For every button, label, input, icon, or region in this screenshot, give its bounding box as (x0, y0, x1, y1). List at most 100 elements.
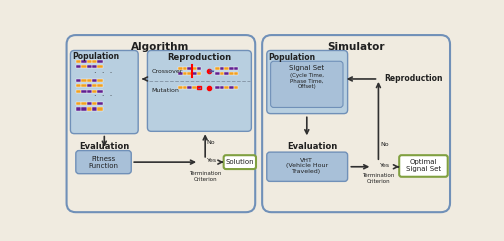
Bar (234, 72, 238, 75)
FancyBboxPatch shape (271, 61, 343, 107)
Text: Termination
Criterion: Termination Criterion (189, 171, 221, 182)
Bar (87, 60, 92, 63)
Bar (215, 72, 220, 75)
Bar (92, 60, 97, 63)
Text: Population: Population (72, 52, 119, 61)
Bar (224, 72, 229, 75)
Bar (187, 72, 192, 75)
FancyBboxPatch shape (76, 151, 131, 174)
Bar (87, 90, 92, 93)
Text: Population: Population (268, 53, 316, 62)
Bar (97, 65, 103, 68)
Bar (220, 72, 224, 75)
Bar (76, 60, 81, 63)
FancyBboxPatch shape (262, 35, 450, 212)
Bar (215, 86, 220, 89)
Bar (87, 79, 92, 82)
Bar (229, 72, 234, 75)
Bar (224, 67, 229, 70)
Bar (192, 86, 197, 89)
FancyBboxPatch shape (148, 50, 251, 131)
Bar (178, 86, 183, 89)
FancyBboxPatch shape (71, 50, 138, 134)
Bar (87, 107, 92, 111)
Bar (81, 107, 87, 111)
Bar (197, 86, 201, 89)
Bar (76, 84, 81, 87)
Text: Evaluation: Evaluation (79, 142, 130, 151)
Bar (229, 86, 234, 89)
Text: Yes: Yes (207, 158, 217, 163)
Bar (178, 72, 183, 75)
Text: (Cycle Time,
Phase Time,
Offset): (Cycle Time, Phase Time, Offset) (290, 73, 324, 89)
Bar (197, 86, 201, 89)
Bar (76, 90, 81, 93)
Bar (215, 67, 220, 70)
Bar (220, 86, 224, 89)
Bar (76, 107, 81, 111)
Bar (81, 60, 87, 63)
Bar (97, 60, 103, 63)
FancyBboxPatch shape (267, 50, 348, 114)
FancyBboxPatch shape (267, 152, 348, 181)
Bar (92, 90, 97, 93)
Bar (183, 67, 187, 70)
Text: Crossover: Crossover (151, 69, 182, 74)
Bar (183, 72, 187, 75)
Bar (97, 107, 103, 111)
Bar (87, 84, 92, 87)
Bar (87, 102, 92, 105)
Text: Evaluation: Evaluation (288, 142, 338, 151)
Text: VHT
(Vehicle Hour
Traveled): VHT (Vehicle Hour Traveled) (286, 158, 328, 174)
Bar (192, 72, 197, 75)
Bar (234, 86, 238, 89)
Bar (76, 65, 81, 68)
Text: Yes: Yes (380, 163, 390, 168)
Bar (220, 67, 224, 70)
Text: Solution: Solution (225, 159, 254, 165)
FancyBboxPatch shape (399, 155, 448, 177)
Text: Algorithm: Algorithm (132, 42, 190, 52)
Text: Signal Set: Signal Set (289, 65, 325, 71)
Text: Reproduction: Reproduction (167, 53, 231, 62)
Bar (76, 79, 81, 82)
Bar (92, 102, 97, 105)
Bar (187, 86, 192, 89)
Bar (229, 67, 234, 70)
Text: No: No (207, 140, 215, 145)
Bar (81, 102, 87, 105)
Text: Fitness
Function: Fitness Function (89, 156, 118, 169)
Bar (224, 86, 229, 89)
FancyBboxPatch shape (224, 155, 256, 169)
Bar (192, 67, 197, 70)
FancyBboxPatch shape (67, 35, 255, 212)
Bar (187, 67, 192, 70)
Bar (183, 86, 187, 89)
Bar (197, 67, 201, 70)
Bar (92, 79, 97, 82)
Bar (97, 90, 103, 93)
Bar (97, 79, 103, 82)
Text: Simulator: Simulator (327, 42, 385, 52)
Bar (87, 65, 92, 68)
Bar (197, 72, 201, 75)
Text: Optimal
Signal Set: Optimal Signal Set (406, 160, 442, 173)
Bar (92, 65, 97, 68)
Bar (92, 107, 97, 111)
Bar (81, 84, 87, 87)
Text: Reproduction: Reproduction (384, 74, 443, 83)
Text: ·  ·  ·: · · · (94, 69, 112, 78)
Bar (81, 65, 87, 68)
Text: ·  ·  ·: · · · (94, 92, 112, 101)
Bar (81, 79, 87, 82)
Bar (92, 84, 97, 87)
Bar (76, 102, 81, 105)
Bar (81, 90, 87, 93)
Text: Termination
Criterion: Termination Criterion (362, 173, 395, 184)
Bar (178, 67, 183, 70)
Bar (97, 84, 103, 87)
Bar (234, 67, 238, 70)
Bar (97, 102, 103, 105)
Text: Mutation: Mutation (151, 88, 179, 93)
Text: No: No (380, 142, 389, 147)
